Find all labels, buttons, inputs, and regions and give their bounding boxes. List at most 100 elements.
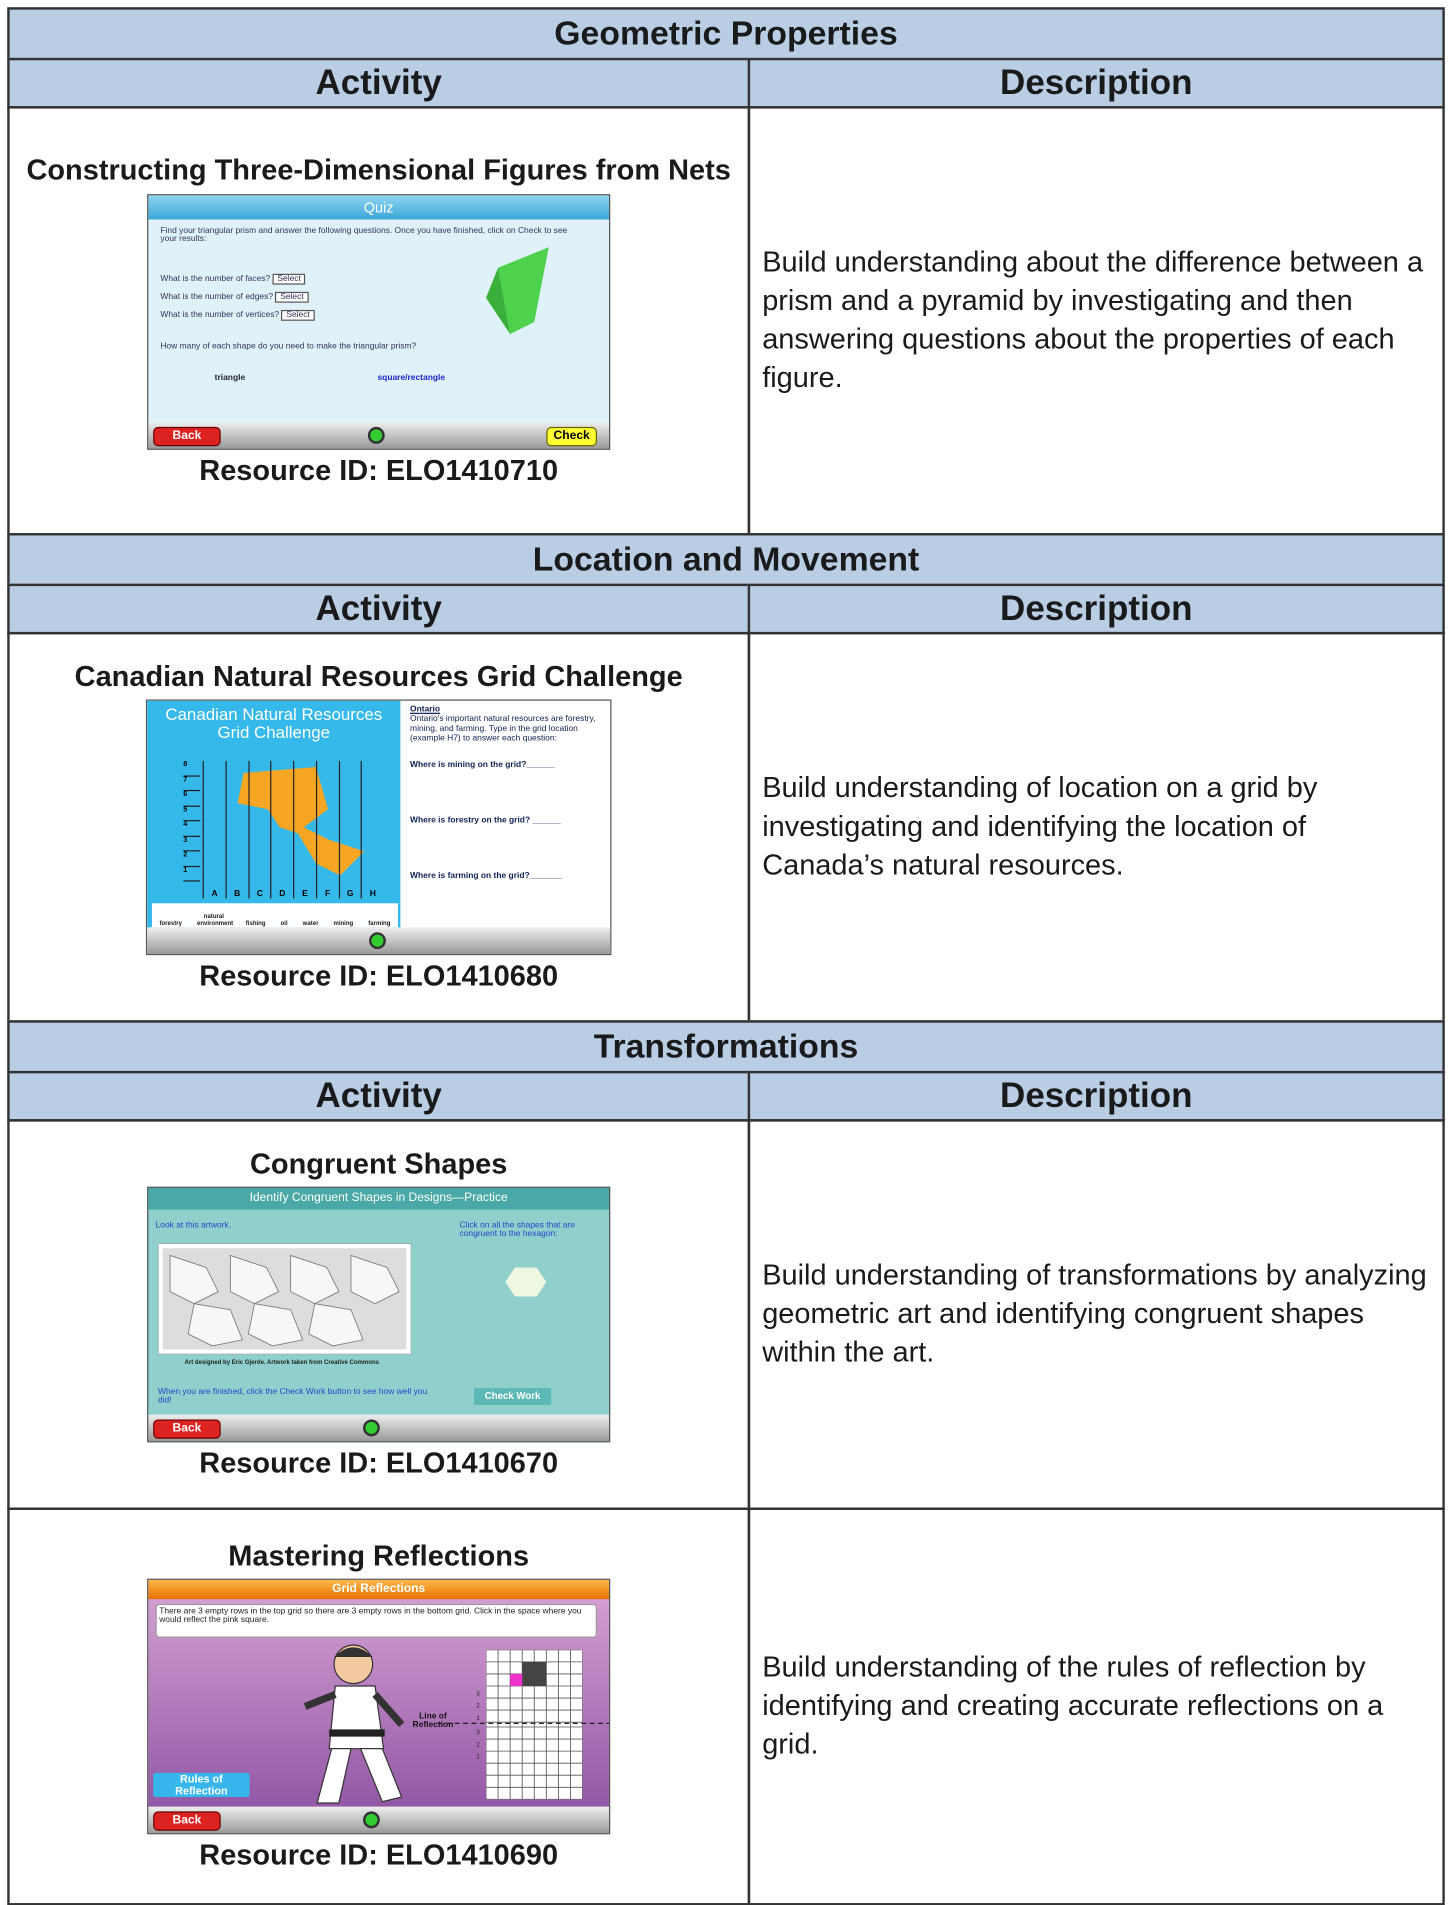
activity-cell: Constructing Three-Dimensional Figures f… — [7, 106, 750, 535]
row-label: 8 — [183, 761, 200, 776]
row-label: 1 — [183, 867, 200, 882]
description: Build understanding about the difference… — [748, 106, 1445, 535]
resource-id: Resource ID: ELO1410710 — [199, 455, 558, 489]
column-header: Description — [748, 1071, 1445, 1122]
activity-title: Canadian Natural Resources Grid Challeng… — [75, 661, 683, 695]
screenshot: Quiz Find your triangular prism and answ… — [147, 194, 610, 450]
legend-label: oil — [281, 920, 288, 927]
column-header: Activity — [7, 1071, 750, 1122]
reflection-line — [438, 1717, 609, 1729]
row-label: 3 — [476, 1691, 479, 1698]
shot-title: Canadian Natural Resources Grid Challeng… — [159, 706, 388, 742]
speech-bubble: There are 3 empty rows in the top grid s… — [156, 1604, 597, 1638]
artwork — [158, 1243, 411, 1354]
column-header: Description — [748, 58, 1445, 109]
grid-labels: 1 1 2 2 3 3 — [474, 1650, 486, 1800]
sound-button[interactable] — [368, 427, 385, 444]
description: Build understanding of transformations b… — [748, 1119, 1445, 1510]
legend: forestry natural environment fishing oil wat… — [152, 903, 398, 927]
screenshot: Canadian Natural Resources Grid Challeng… — [146, 699, 612, 955]
shot-text: Click on all the shapes that are congrue… — [459, 1222, 598, 1239]
shot-text: Art designed by Eric Gjerde. Artwork tak… — [185, 1359, 379, 1366]
sound-button[interactable] — [363, 1811, 380, 1828]
shot-text: triangle — [215, 374, 246, 382]
resource-id: Resource ID: ELO1410680 — [199, 960, 558, 994]
back-button[interactable]: Back — [153, 1811, 221, 1830]
legend-label: water — [303, 920, 319, 927]
legend-label: natural environment — [197, 913, 231, 927]
column-header: Activity — [7, 58, 750, 109]
shot-text: What is the number of vertices? — [160, 311, 279, 319]
rules-button[interactable]: Rules of Reflection — [153, 1773, 249, 1797]
row-label: 1 — [476, 1715, 479, 1722]
shot-text: How many of each shape do you need to ma… — [160, 343, 416, 351]
check-work-button[interactable]: Check Work — [474, 1388, 551, 1405]
col-label: A — [203, 761, 226, 898]
row-label: 2 — [476, 1703, 479, 1710]
select: Select — [273, 274, 306, 285]
col-label: H — [361, 761, 384, 898]
col-label: C — [248, 761, 271, 898]
shot-text: Ontario's important natural resources ar… — [410, 715, 603, 744]
select: Select — [281, 310, 314, 321]
shot-text: Look at this artwork. — [156, 1222, 232, 1230]
description: Build understanding of the rules of refl… — [748, 1508, 1445, 1905]
legend-label: fishing — [246, 920, 266, 927]
shot-text: Where is mining on the grid?______ — [410, 761, 603, 771]
hexagon — [505, 1268, 546, 1297]
activity-cell: Congruent Shapes Identify Congruent Shap… — [7, 1119, 750, 1510]
shot-text: When you are finished, click the Check W… — [158, 1388, 435, 1405]
questions-panel: Ontario Ontario's important natural reso… — [410, 706, 603, 882]
shot-text: Where is forestry on the grid? ______ — [410, 816, 603, 826]
back-button[interactable]: Back — [153, 427, 221, 446]
column-header: Description — [748, 584, 1445, 635]
row-label: 2 — [476, 1741, 479, 1748]
activity-title: Congruent Shapes — [250, 1148, 507, 1182]
col-label: G — [338, 761, 361, 898]
prism — [474, 238, 570, 334]
row-label: 1 — [476, 1754, 479, 1761]
back-button[interactable]: Back — [153, 1419, 221, 1438]
row-label: 5 — [183, 806, 200, 821]
character — [281, 1640, 426, 1809]
row-label: 7 — [183, 776, 200, 791]
screenshot: Grid Reflections There are 3 empty rows … — [147, 1579, 610, 1835]
activity-cell: Mastering Reflections Grid Reflections T… — [7, 1508, 750, 1905]
column-header: Activity — [7, 584, 750, 635]
shot-title: Identify Congruent Shapes in Designs—Pra… — [148, 1188, 609, 1210]
col-label: F — [316, 761, 339, 898]
description: Build understanding of location on a gri… — [748, 632, 1445, 1023]
col-label: E — [293, 761, 316, 898]
activity-cell: Canadian Natural Resources Grid Challeng… — [7, 632, 750, 1023]
section-header: Geometric Properties — [7, 7, 1445, 60]
shot-title: Grid Reflections — [148, 1580, 609, 1599]
col-label: D — [270, 761, 293, 898]
section-header: Location and Movement — [7, 533, 1445, 586]
shot-text: Ontario — [410, 706, 603, 716]
row-label: 6 — [183, 791, 200, 806]
activity-title: Mastering Reflections — [228, 1540, 529, 1574]
row-label: 3 — [183, 836, 200, 851]
shot-text: What is the number of faces? — [160, 275, 270, 283]
resource-id: Resource ID: ELO1410670 — [199, 1447, 558, 1481]
screenshot: Identify Congruent Shapes in Designs—Pra… — [147, 1187, 610, 1443]
resource-id: Resource ID: ELO1410690 — [199, 1839, 558, 1873]
activity-title: Constructing Three-Dimensional Figures f… — [17, 153, 741, 189]
check-button[interactable]: Check — [546, 427, 597, 446]
select: Select — [275, 292, 308, 303]
row-label: 3 — [476, 1729, 479, 1736]
shot-text: What is the number of edges? — [160, 293, 273, 301]
legend-label: forestry — [159, 920, 181, 927]
shot-text: square/rectangle — [377, 374, 445, 382]
row-label: 4 — [183, 821, 200, 836]
shot-title: Quiz — [148, 195, 609, 219]
sound-button[interactable] — [363, 1419, 380, 1436]
legend-label: farming — [368, 920, 390, 927]
row-label: 2 — [183, 851, 200, 866]
shot-questions: What is the number of faces? Select What… — [160, 270, 314, 324]
shot-text: Where is farming on the grid?_______ — [410, 872, 603, 882]
sound-button[interactable] — [369, 932, 386, 949]
col-label: B — [225, 761, 248, 898]
